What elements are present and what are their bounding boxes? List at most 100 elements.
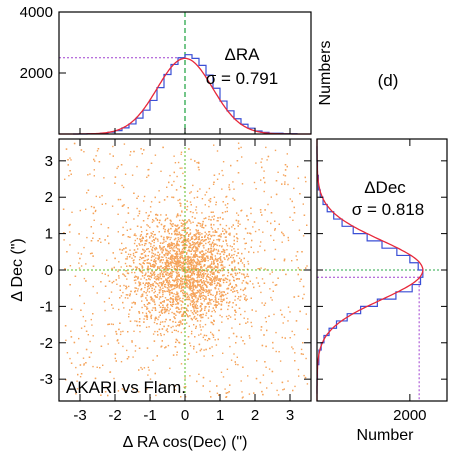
scatter-point [167,263,170,265]
scatter-point [260,211,262,213]
scatter-point [211,228,214,230]
scatter-point [241,397,244,399]
scatter-point [187,279,189,281]
scatter-point [197,274,200,276]
scatter-point [204,236,206,238]
scatter-point [180,277,182,279]
scatter-point [79,364,82,366]
scatter-point [162,248,164,250]
scatter-point [177,285,179,287]
scatter-point [105,203,107,205]
scatter-point [171,311,173,314]
scatter-point [234,228,236,230]
scatter-point [261,278,264,280]
scatter-point [197,233,200,235]
scatter-point [127,207,129,209]
scatter-point [203,282,206,285]
scatter-point [181,261,183,264]
scatter-point [195,297,197,299]
scatter-point [149,262,151,265]
scatter-point [214,298,217,301]
scatter-point [178,286,180,288]
scatter-point [195,238,197,240]
scatter-point [166,196,169,198]
scatter-point [115,333,118,335]
scatter-point [208,231,211,233]
scatter-point [141,153,143,155]
scatter-point [300,353,303,355]
scatter-point [293,334,296,336]
scatter-point [225,315,228,318]
scatter-point [180,153,182,155]
scatter-point [244,248,246,250]
scatter-point [200,258,203,261]
scatter-point [173,329,176,331]
scatter-point [179,198,181,201]
scatter-point [143,291,145,293]
scatter-point [113,280,115,283]
scatter-point [99,367,101,369]
scatter-point [234,361,236,363]
scatter-point [183,243,185,246]
scatter-point [187,315,189,317]
scatter-point [196,281,199,283]
scatter-point [64,325,67,327]
scatter-point [180,266,182,268]
scatter-point [232,197,234,200]
scatter-point [205,242,207,245]
scatter-point [68,175,70,177]
scatter-point [160,311,163,313]
scatter-point [247,318,249,320]
scatter-point [181,262,183,264]
scatter-point [161,328,164,330]
scatter-point [150,162,153,164]
scatter-point [144,305,146,307]
scatter-point [226,195,228,198]
scatter-point [166,236,168,238]
scatter-point [160,259,162,261]
scatter-point [192,264,195,267]
scatter-point [143,149,145,151]
scatter-point [194,251,197,253]
scatter-point [213,263,215,265]
scatter-point [208,265,211,268]
scatter-point [145,292,147,294]
scatter-point [153,274,155,276]
scatter-point [227,292,229,294]
scatter-point [150,275,152,277]
scatter-point [182,266,184,269]
scatter-point [122,273,124,275]
scatter-point [211,322,213,324]
scatter-point [182,229,185,231]
scatter-point [221,212,224,214]
scatter-point [169,308,171,310]
scatter-point [131,257,133,259]
scatter-point [200,309,202,312]
scatter-point [175,286,178,289]
x-tick-label: 2000 [393,407,426,424]
scatter-point [281,241,283,243]
scatter-point [172,295,174,297]
scatter-point [210,253,213,255]
scatter-point [98,238,101,240]
scatter-point [261,390,263,393]
scatter-point [204,269,206,272]
scatter-point [231,275,234,278]
scatter-point [127,272,130,275]
scatter-point [292,389,294,392]
scatter-point [125,390,127,392]
scatter-point [203,259,205,261]
scatter-point [219,314,221,317]
scatter-point [176,296,178,298]
scatter-point [163,300,165,302]
scatter-point [114,257,116,260]
scatter-point [160,334,162,337]
scatter-point [170,224,173,226]
scatter-point [196,212,198,214]
scatter-point [157,278,159,280]
top-y-axis-label: Numbers [317,41,334,106]
scatter-point [209,390,211,393]
scatter-point [136,165,138,168]
scatter-point [181,229,183,231]
panel-label: (d) [378,71,399,90]
